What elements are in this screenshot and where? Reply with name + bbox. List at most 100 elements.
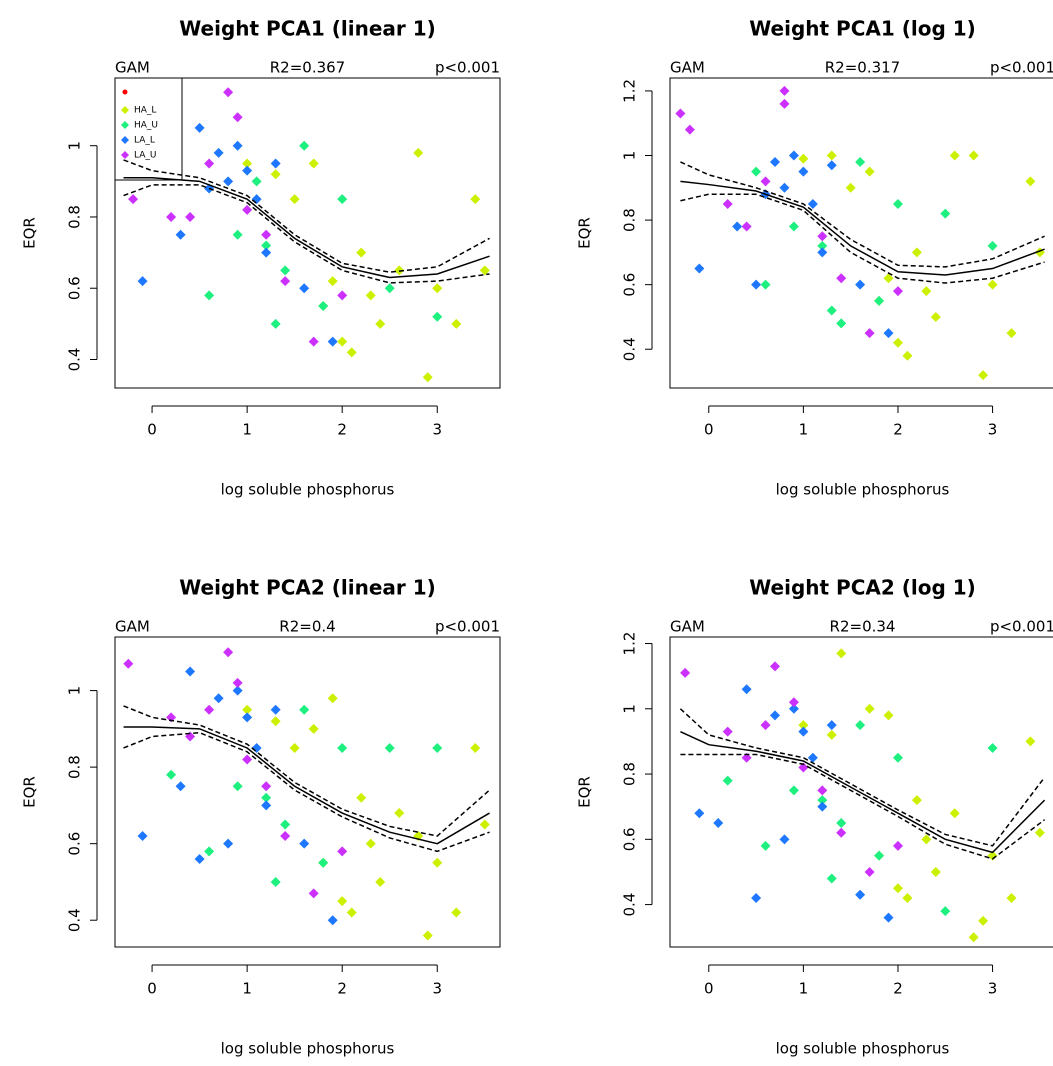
header-text: R2=0.367 [270,59,345,77]
plot-box [669,77,1053,389]
point [432,311,443,322]
chart-title: Weight PCA2 (log 1) [749,576,976,600]
fit-curve [680,180,1045,276]
header-text: R2=0.34 [830,618,896,636]
point [175,781,186,792]
point [987,850,998,861]
point [1025,176,1036,187]
point [242,712,253,723]
point [242,754,253,765]
point [684,124,695,135]
point [968,932,979,943]
point [1006,893,1017,904]
x-tick-label: 0 [147,421,157,439]
point [337,846,348,857]
point [327,693,338,704]
fit-curve [123,177,490,279]
point [308,723,319,734]
point [337,194,348,205]
point [223,87,234,98]
fit-curve [123,705,491,837]
point [470,742,481,753]
point [978,370,989,381]
point [826,720,837,731]
point [713,818,724,828]
legend-label: LA_L [134,136,155,146]
point [779,98,790,109]
x-axis-label: log soluble phosphorus [776,1040,950,1058]
point [883,912,894,923]
header-text: GAM [670,618,705,636]
point [204,704,215,715]
point [760,279,771,290]
point [770,710,780,721]
point [299,704,310,715]
header-text: R2=0.317 [825,59,900,77]
point [318,857,329,868]
point [732,221,743,232]
point [798,762,809,773]
point [921,834,932,845]
header-text: p<0.001 [435,59,500,77]
y-tick-label: 0.6 [621,827,639,851]
point [280,265,291,276]
point [817,801,828,812]
point [817,231,828,242]
point [826,150,837,161]
point [921,286,932,297]
point [1025,736,1036,747]
point [365,838,376,849]
point [855,720,866,731]
header-text: GAM [670,59,705,77]
point [175,229,186,240]
point [883,273,894,284]
point [432,742,443,753]
point [185,666,196,677]
point [261,792,272,803]
point [280,276,291,287]
point [694,263,705,274]
point [760,176,771,187]
point [722,726,733,737]
y-tick-label: 0.8 [66,755,84,779]
point [232,677,243,688]
point [289,194,300,205]
y-tick-label: 1 [621,151,639,161]
point [422,372,433,383]
point [413,147,424,158]
point [251,176,262,187]
point [949,808,960,819]
header-text: GAM [115,618,150,636]
point [261,800,272,811]
point [166,211,177,222]
y-tick-label: 0.8 [621,208,639,232]
x-tick-label: 2 [337,980,347,998]
point [751,893,762,904]
point [760,840,771,851]
point [270,169,281,180]
point [185,211,196,222]
legend-marker [122,89,128,95]
point [337,742,348,753]
point [280,819,291,830]
panel: Weight PCA2 (log 1) GAM R2=0.34 p<0.001 0 1 2 3… [576,576,1053,1058]
point [855,279,866,290]
point [299,140,310,151]
point [280,831,291,842]
point [318,301,329,312]
point [788,703,799,714]
point [337,290,348,301]
point [270,318,281,329]
point [722,198,733,209]
point [137,276,148,287]
y-tick-label: 0.4 [621,893,639,917]
fit-curve [680,161,1045,268]
fit-curve [680,730,1046,854]
point [194,853,205,864]
y-tick-label: 0.8 [66,205,84,229]
point [123,658,134,669]
point [289,742,300,753]
point [327,915,338,926]
x-tick-label: 3 [988,980,998,998]
